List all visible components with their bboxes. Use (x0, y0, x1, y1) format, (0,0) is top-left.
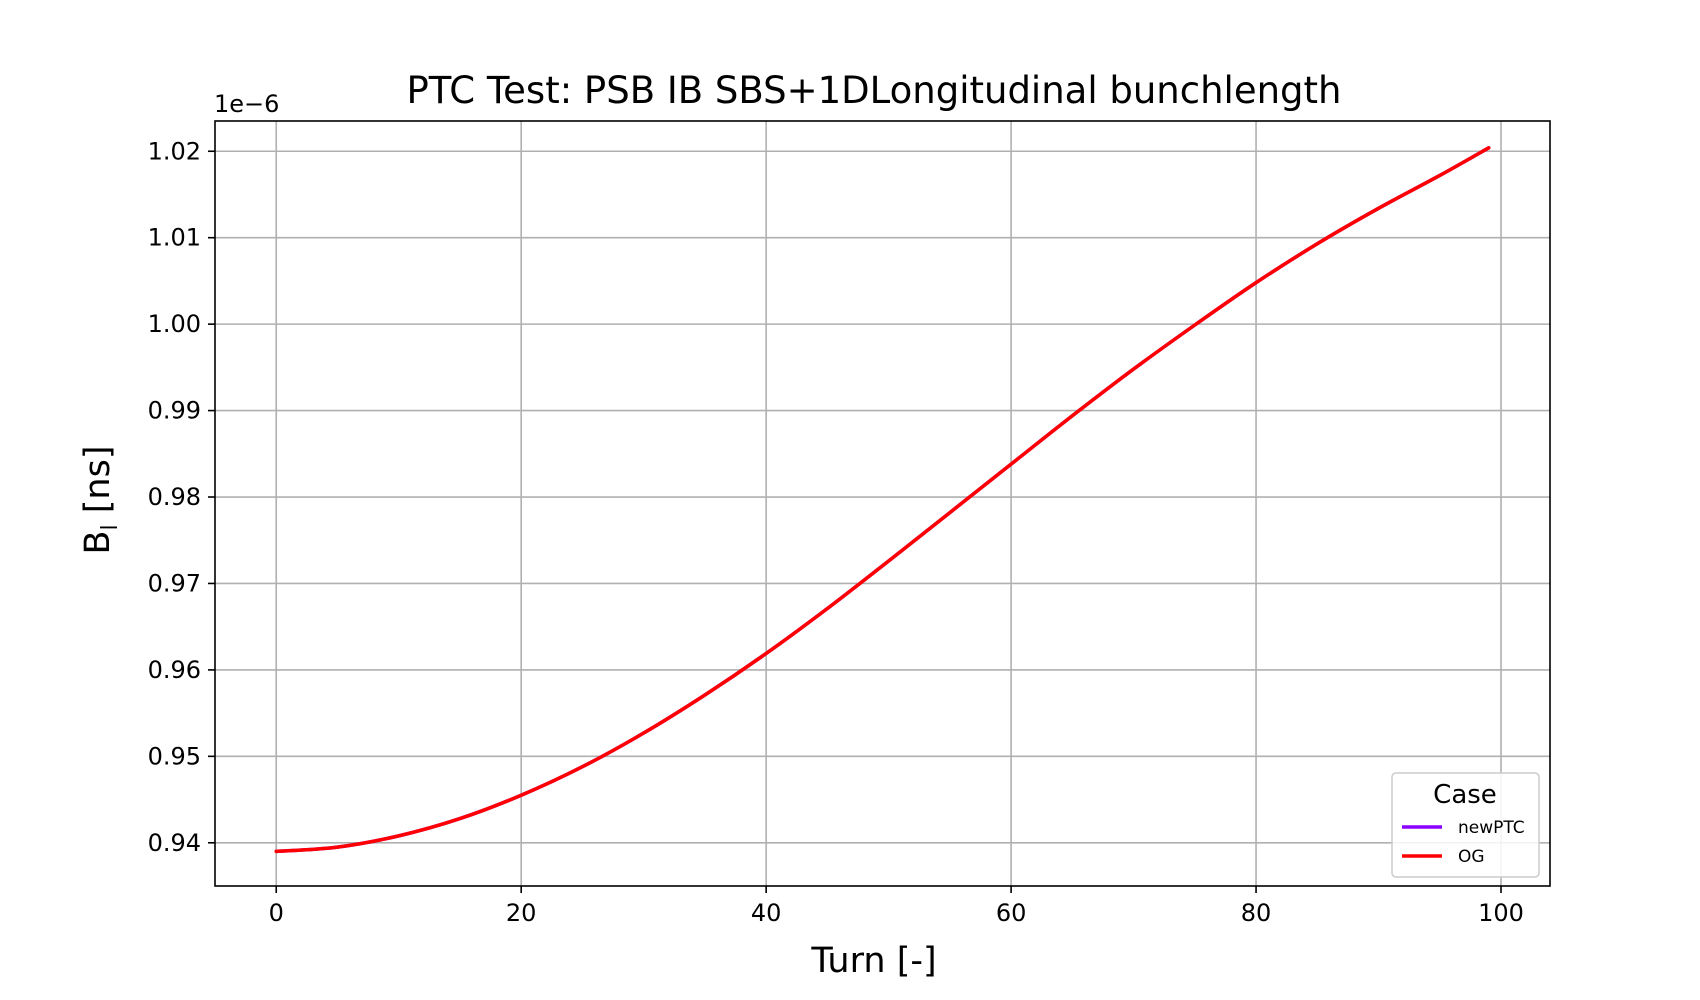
x-axis: 0 20 40 60 80 100 (269, 886, 1524, 927)
y-tick-label: 0.94 (148, 829, 201, 857)
legend-box (1391, 772, 1540, 878)
series-layer (274, 146, 1491, 854)
y-tick-label: 0.97 (148, 569, 201, 597)
y-axis-label: Bl [ns] (78, 446, 123, 555)
y-tick-label: 1.02 (148, 137, 201, 165)
y-tick-label: 0.98 (148, 483, 201, 511)
chart-title: PTC Test: PSB IB SBS+1DLongitudinal bunc… (407, 69, 1342, 112)
plot-area (215, 121, 1550, 886)
legend-label-og: OG (1458, 847, 1485, 867)
y-offset-text: 1e−6 (214, 90, 279, 118)
y-tick-label: 0.99 (148, 397, 201, 425)
y-tick-label: 1.01 (148, 224, 201, 252)
y-axis-label-sub: l (98, 524, 123, 530)
x-axis-label: Turn [-] (810, 941, 936, 981)
y-tick-label: 1.00 (148, 310, 201, 338)
y-tick-label: 0.96 (148, 656, 201, 684)
legend: Case newPTC OG (1391, 772, 1540, 878)
x-tick-label: 60 (996, 899, 1027, 927)
series-line-og (274, 146, 1491, 854)
legend-label-newptc: newPTC (1458, 818, 1525, 838)
y-axis-label-unit: [ns] (78, 446, 118, 525)
plot-frame (214, 120, 1551, 887)
legend-title: Case (1433, 780, 1497, 810)
x-tick-label: 0 (269, 899, 284, 927)
gridlines (215, 121, 1550, 886)
x-tick-label: 20 (506, 899, 537, 927)
y-tick-label: 0.95 (148, 742, 201, 770)
y-axis: 0.94 0.95 0.96 0.97 0.98 0.99 1.00 1.01 1.02 (148, 137, 215, 857)
y-axis-label-main: B (78, 530, 118, 554)
x-tick-label: 100 (1478, 899, 1524, 927)
x-tick-label: 40 (751, 899, 782, 927)
x-tick-label: 80 (1241, 899, 1272, 927)
